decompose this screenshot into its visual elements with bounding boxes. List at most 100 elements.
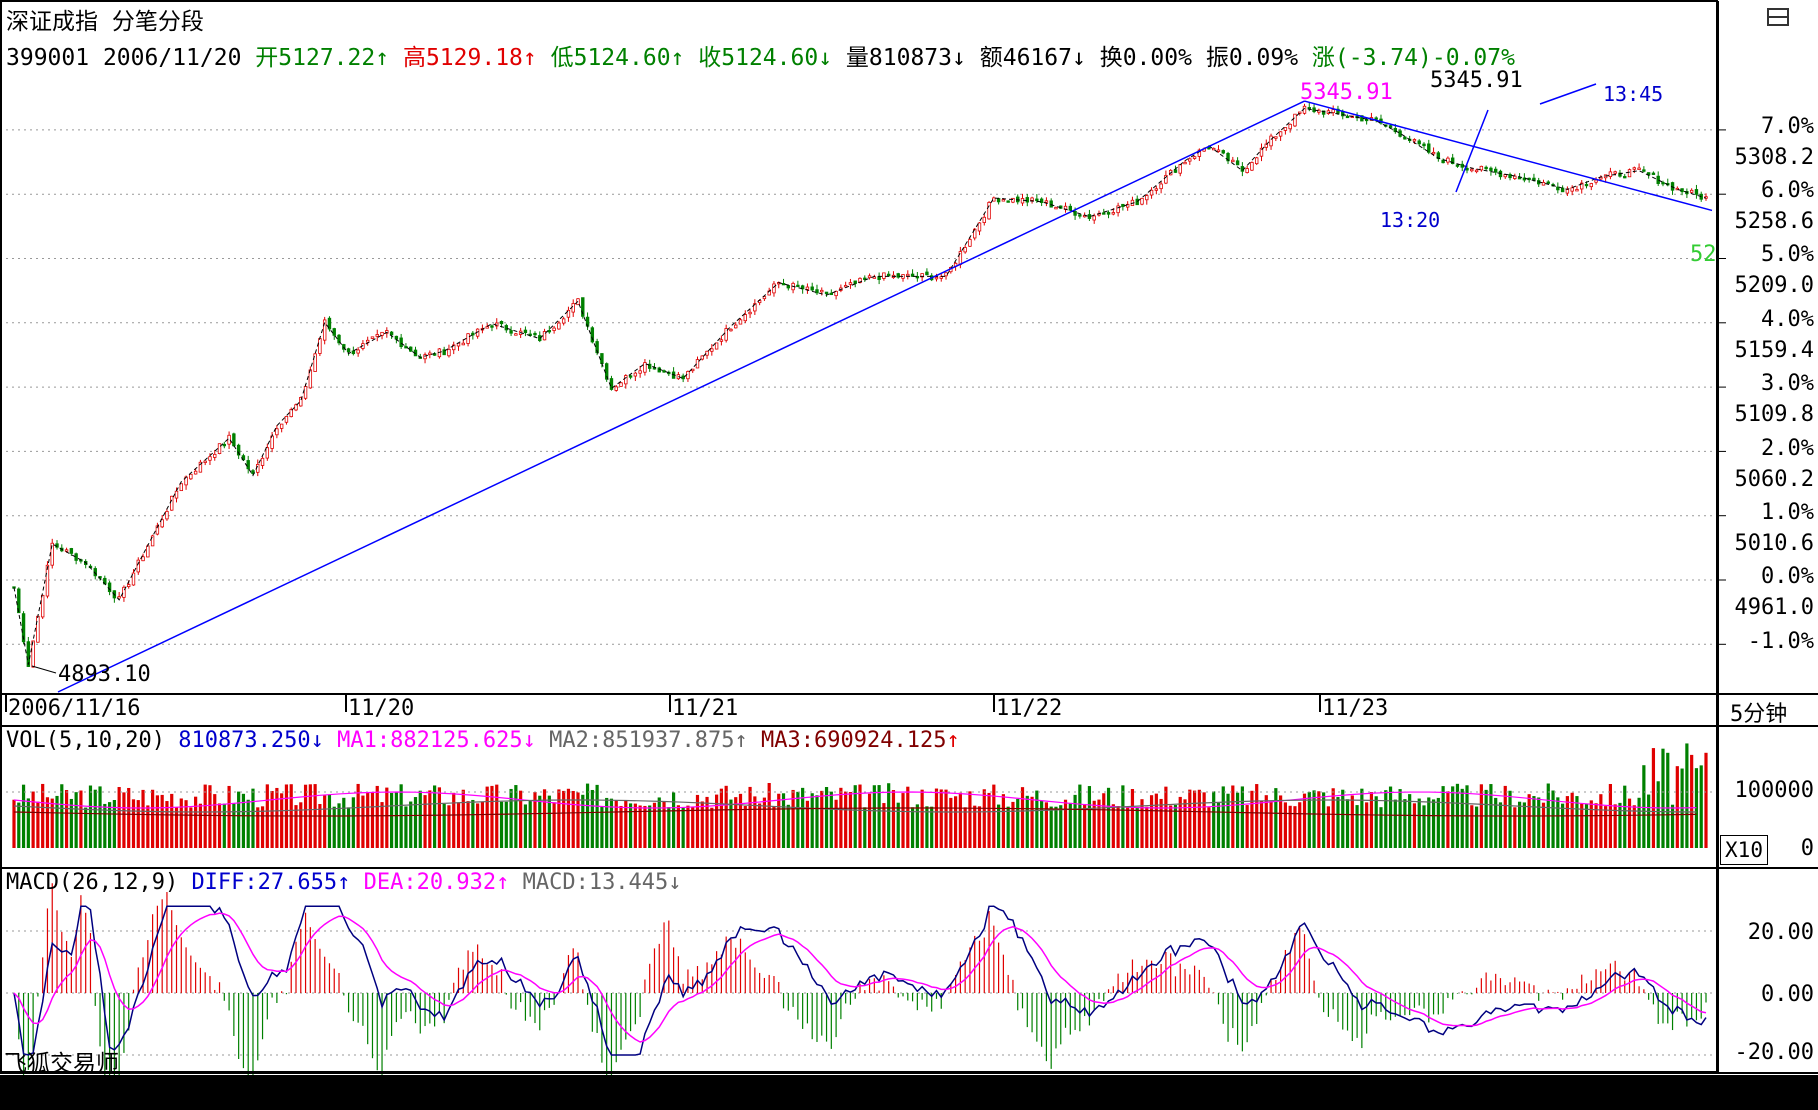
candle-down [1039, 198, 1044, 203]
volume-bar [1623, 785, 1627, 848]
candle-up [198, 461, 203, 473]
candle-down [523, 329, 528, 334]
close-value: 收5124.60 [698, 45, 819, 71]
chart-canvas[interactable] [0, 0, 1818, 1075]
volume-bar [605, 797, 609, 848]
macd-axis-label: 0.00 [1761, 982, 1814, 1007]
volume-bar [729, 799, 733, 848]
candle-down [600, 353, 604, 364]
volume-bar [385, 787, 389, 848]
volume-bar [614, 800, 618, 848]
candle-up [934, 276, 939, 280]
candle-up [1111, 212, 1116, 215]
volume-bar [346, 807, 351, 848]
down-arrow-icon: ↓ [310, 728, 324, 753]
candle-up [686, 371, 690, 380]
volume-bar [60, 784, 64, 848]
volume-bar [1388, 786, 1393, 848]
volume-bar [566, 788, 571, 848]
candle-down [337, 334, 341, 344]
candle-up [1140, 197, 1144, 205]
volume-bar [815, 795, 819, 848]
volume-bar [557, 789, 561, 848]
candle-up [714, 342, 719, 350]
volume-bar [1288, 805, 1292, 848]
candle-down [509, 330, 513, 334]
candle-down [327, 317, 332, 330]
maximize-icon[interactable] [1767, 8, 1789, 26]
volume-bar [351, 797, 355, 848]
volume-bar [891, 790, 896, 848]
volume-bar [490, 785, 494, 848]
volume-bar [844, 791, 848, 848]
volume-bar [791, 789, 795, 848]
volume-bar [1365, 802, 1369, 848]
candle-up [1317, 109, 1321, 113]
volume-bar [734, 797, 738, 848]
candle-up [614, 386, 618, 391]
amplitude-value: 振0.09% [1205, 45, 1299, 71]
volume-bar [294, 805, 298, 848]
volume-bar [863, 807, 867, 848]
brand-label: 飞狐交易师 [4, 1051, 119, 1075]
volume-bar [1666, 752, 1670, 848]
volume-bar [194, 796, 198, 848]
macd-title[interactable]: MACD(26,12,9) [6, 870, 179, 895]
candle-down [1489, 167, 1493, 172]
volume-bar [98, 786, 102, 848]
volume-bar [925, 806, 929, 848]
volume-bar [1016, 798, 1020, 848]
candle-up [122, 586, 126, 598]
candle-up [485, 326, 489, 329]
amount-value: 额46167 [979, 45, 1072, 71]
down-arrow-icon: ↓ [522, 728, 536, 753]
candle-down [590, 327, 595, 343]
volume-bar [499, 801, 504, 848]
vol-title[interactable]: VOL(5,10,20) [6, 728, 165, 753]
candle-down [910, 273, 915, 277]
candle-down [499, 320, 504, 325]
volume-bar [1126, 807, 1130, 848]
candle-up [805, 286, 810, 290]
volume-bar [562, 790, 566, 848]
period-label[interactable]: 5分钟 [1730, 702, 1788, 727]
volume-bar [877, 785, 881, 848]
candle-up [1183, 161, 1187, 165]
candle-up [724, 328, 728, 341]
volume-bar [1240, 786, 1244, 848]
volume-bar [45, 797, 50, 848]
volume-bar [1408, 794, 1412, 848]
candle-down [1532, 177, 1536, 181]
candle-up [146, 545, 150, 558]
mode-label[interactable]: 分笔分段 [111, 9, 204, 35]
candle-down [222, 443, 227, 447]
candle-up [1011, 197, 1015, 203]
volume-bar [1068, 802, 1072, 848]
axis-percent-label: 7.0% [1761, 114, 1814, 139]
candle-down [829, 292, 834, 296]
volume-bar [433, 785, 437, 848]
volume-bar [122, 792, 126, 848]
chart-window[interactable]: 深证成指 分笔分段 399001 2006/11/20 开5127.22↑ 高5… [0, 0, 1818, 1075]
macd-diff: DIFF:27.655 [191, 870, 338, 895]
vol-value: 810873.250 [178, 728, 311, 753]
volume-bar [160, 794, 164, 848]
candle-down [1374, 117, 1378, 120]
index-name: 深证成指 [6, 9, 98, 35]
volume-bar [1054, 806, 1058, 848]
volume-bar [1594, 803, 1598, 848]
volume-bar [805, 800, 810, 848]
volume-bar [452, 792, 456, 848]
volume-bar [1145, 806, 1149, 848]
volume-bar [977, 806, 982, 848]
volume-bar [299, 802, 303, 848]
volume-bar [1637, 797, 1641, 848]
candle-up [260, 457, 265, 466]
volume-bar [953, 796, 958, 848]
candle-down [1235, 160, 1240, 166]
candle-down [1135, 198, 1139, 206]
volume-bar [332, 806, 336, 848]
volume-bar [872, 785, 876, 848]
candle-down [1321, 110, 1326, 115]
volume-bar [1307, 791, 1311, 848]
